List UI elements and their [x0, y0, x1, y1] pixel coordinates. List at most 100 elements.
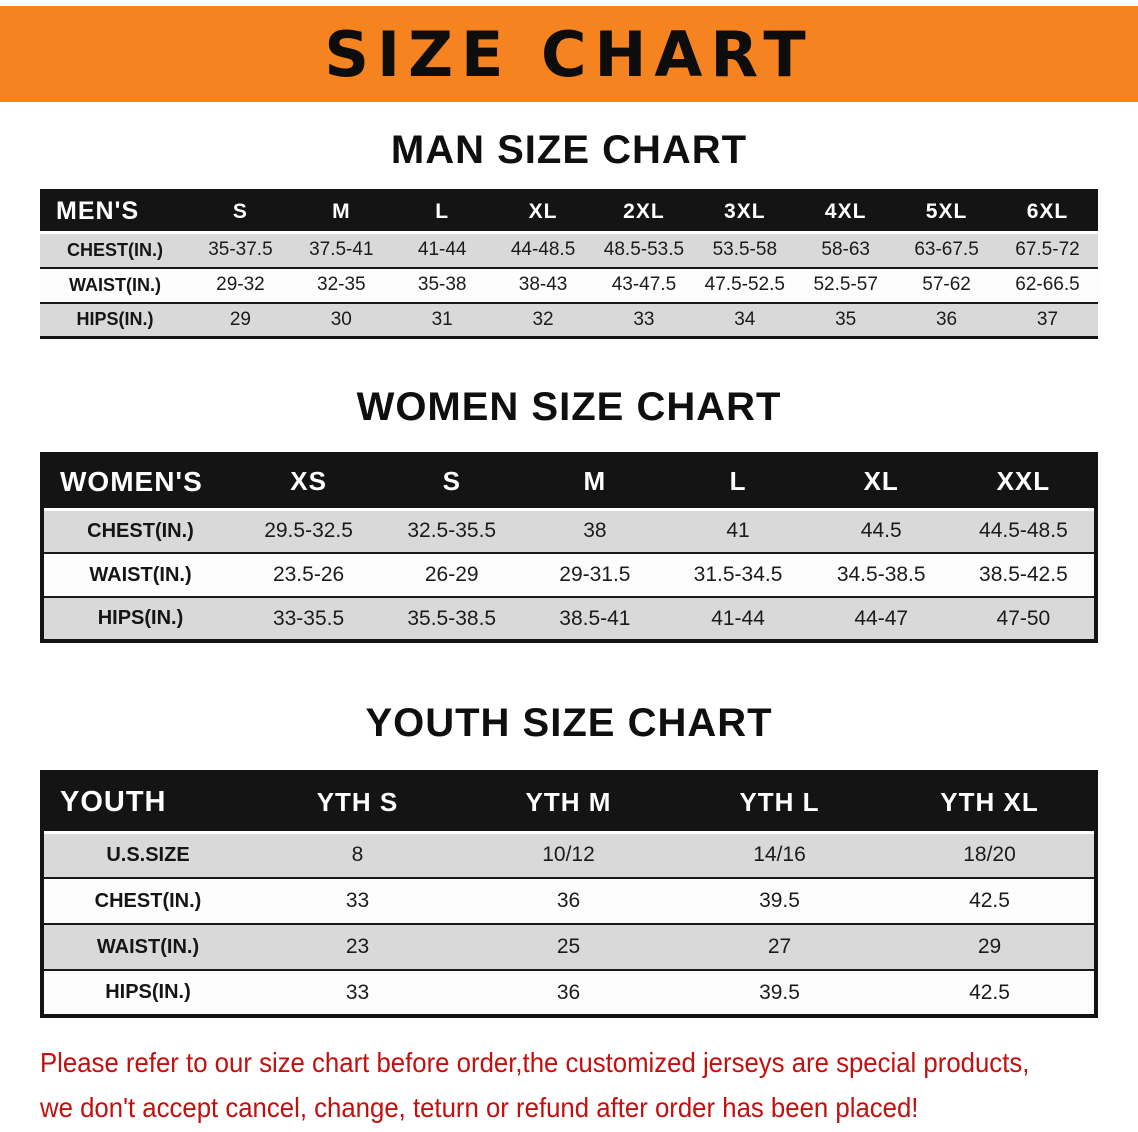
size-column-header: 5XL: [896, 190, 997, 234]
value-cell: 25: [463, 924, 674, 971]
size-column-header: 6XL: [997, 190, 1098, 234]
value-cell: 58-63: [795, 232, 897, 269]
row-label-cell: WAIST(IN.): [42, 924, 252, 971]
value-cell: 47.5-52.5: [694, 267, 796, 304]
row-label-cell: WAIST(IN.): [42, 553, 237, 598]
value-cell: 38: [523, 509, 667, 554]
size-column-header: L: [391, 190, 493, 234]
value-cell: 35-37.5: [190, 232, 291, 269]
value-cell: 41: [666, 509, 810, 554]
value-cell: 34.5-38.5: [809, 553, 953, 598]
youth-size-table: YOUTH YTH S YTH M YTH L YTH XL U.S.SIZE 8 10/12…: [40, 770, 1098, 1018]
value-cell: 35-38: [391, 267, 493, 304]
value-cell: 37: [997, 302, 1098, 339]
size-column-header: XL: [492, 190, 594, 234]
size-column-header: YTH S: [252, 772, 463, 834]
value-cell: 30: [290, 302, 392, 339]
table-header-row: MEN'S S M L XL 2XL 3XL 4XL 5XL 6XL: [40, 190, 1098, 234]
value-cell: 33-35.5: [237, 597, 381, 642]
value-cell: 33: [593, 302, 695, 339]
footer-note: Please refer to our size chart before or…: [40, 1040, 1100, 1130]
value-cell: 39.5: [674, 970, 885, 1017]
value-cell: 41-44: [666, 597, 810, 642]
size-column-header: YTH M: [463, 772, 674, 834]
value-cell: 31: [391, 302, 493, 339]
table-title-cell: YOUTH: [42, 772, 252, 834]
value-cell: 29-32: [190, 267, 291, 304]
value-cell: 23.5-26: [237, 553, 381, 598]
value-cell: 26-29: [380, 553, 524, 598]
value-cell: 32-35: [290, 267, 392, 304]
value-cell: 44.5-48.5: [952, 509, 1096, 554]
value-cell: 42.5: [885, 878, 1096, 925]
row-label-cell: WAIST(IN.): [40, 267, 190, 304]
row-label-cell: CHEST(IN.): [42, 509, 237, 554]
row-label-cell: HIPS(IN.): [42, 597, 237, 642]
size-column-header: 4XL: [795, 190, 897, 234]
size-column-header: S: [380, 454, 524, 511]
value-cell: 35.5-38.5: [380, 597, 524, 642]
value-cell: 35: [795, 302, 897, 339]
value-cell: 42.5: [885, 970, 1096, 1017]
footer-note-line-1: Please refer to our size chart before or…: [40, 1047, 1030, 1078]
table-row: CHEST(IN.) 35-37.5 37.5-41 41-44 44-48.5 48.5…: [40, 232, 1098, 269]
table-row: HIPS(IN.) 33 36 39.5 42.5: [42, 970, 1096, 1017]
row-label-cell: CHEST(IN.): [40, 232, 190, 269]
value-cell: 14/16: [674, 832, 885, 879]
women-size-chart-heading: WOMEN SIZE CHART: [356, 385, 782, 429]
value-cell: 47-50: [952, 597, 1096, 642]
value-cell: 33: [252, 878, 463, 925]
value-cell: 36: [896, 302, 997, 339]
table-title-cell: MEN'S: [40, 190, 190, 234]
value-cell: 32: [492, 302, 594, 339]
value-cell: 32.5-35.5: [380, 509, 524, 554]
size-column-header: M: [290, 190, 392, 234]
row-label-cell: U.S.SIZE: [42, 832, 252, 879]
value-cell: 33: [252, 970, 463, 1017]
table-row: HIPS(IN.) 33-35.5 35.5-38.5 38.5-41 41-44 44-…: [42, 597, 1096, 642]
value-cell: 63-67.5: [896, 232, 997, 269]
size-column-header: YTH XL: [885, 772, 1096, 834]
row-label-cell: HIPS(IN.): [42, 970, 252, 1017]
value-cell: 44.5: [809, 509, 953, 554]
size-column-header: 2XL: [593, 190, 695, 234]
value-cell: 67.5-72: [997, 232, 1098, 269]
value-cell: 53.5-58: [694, 232, 796, 269]
value-cell: 34: [694, 302, 796, 339]
table-row: WAIST(IN.) 29-32 32-35 35-38 38-43 43-47.5 47.…: [40, 267, 1098, 304]
banner-title: SIZE CHART: [324, 17, 814, 91]
value-cell: 57-62: [896, 267, 997, 304]
table-row: HIPS(IN.) 29 30 31 32 33 34 35 36 37: [40, 302, 1098, 339]
value-cell: 36: [463, 878, 674, 925]
row-label-cell: HIPS(IN.): [40, 302, 190, 339]
value-cell: 36: [463, 970, 674, 1017]
youth-size-chart-heading: YOUTH SIZE CHART: [365, 701, 773, 745]
value-cell: 29: [885, 924, 1096, 971]
value-cell: 48.5-53.5: [593, 232, 695, 269]
value-cell: 62-66.5: [997, 267, 1098, 304]
size-column-header: 3XL: [694, 190, 796, 234]
value-cell: 18/20: [885, 832, 1096, 879]
mens-size-table: MEN'S S M L XL 2XL 3XL 4XL 5XL 6XL CHEST(IN.) 35-37…: [40, 189, 1098, 339]
table-row: CHEST(IN.) 33 36 39.5 42.5: [42, 878, 1096, 925]
man-size-chart-section: MAN SIZE CHART MEN'S S M L XL 2XL 3XL 4XL 5XL 6XL…: [0, 128, 1138, 339]
value-cell: 23: [252, 924, 463, 971]
table-header-row: WOMEN'S XS S M L XL XXL: [42, 454, 1096, 511]
value-cell: 10/12: [463, 832, 674, 879]
size-column-header: XS: [237, 454, 381, 511]
table-row: U.S.SIZE 8 10/12 14/16 18/20: [42, 832, 1096, 879]
value-cell: 41-44: [391, 232, 493, 269]
value-cell: 37.5-41: [290, 232, 392, 269]
row-label-cell: CHEST(IN.): [42, 878, 252, 925]
table-row: WAIST(IN.) 23.5-26 26-29 29-31.5 31.5-34.5 34…: [42, 553, 1096, 598]
youth-size-chart-section: YOUTH SIZE CHART YOUTH YTH S YTH M YTH L YTH…: [0, 701, 1138, 1018]
table-row: WAIST(IN.) 23 25 27 29: [42, 924, 1096, 971]
size-column-header: S: [190, 190, 291, 234]
value-cell: 39.5: [674, 878, 885, 925]
table-row: CHEST(IN.) 29.5-32.5 32.5-35.5 38 41 44.5 44.5…: [42, 509, 1096, 554]
value-cell: 31.5-34.5: [666, 553, 810, 598]
value-cell: 29-31.5: [523, 553, 667, 598]
table-header-row: YOUTH YTH S YTH M YTH L YTH XL: [42, 772, 1096, 834]
value-cell: 27: [674, 924, 885, 971]
womens-size-table: WOMEN'S XS S M L XL XXL CHEST(IN.) 29.5-32.5 32.5…: [40, 452, 1098, 643]
